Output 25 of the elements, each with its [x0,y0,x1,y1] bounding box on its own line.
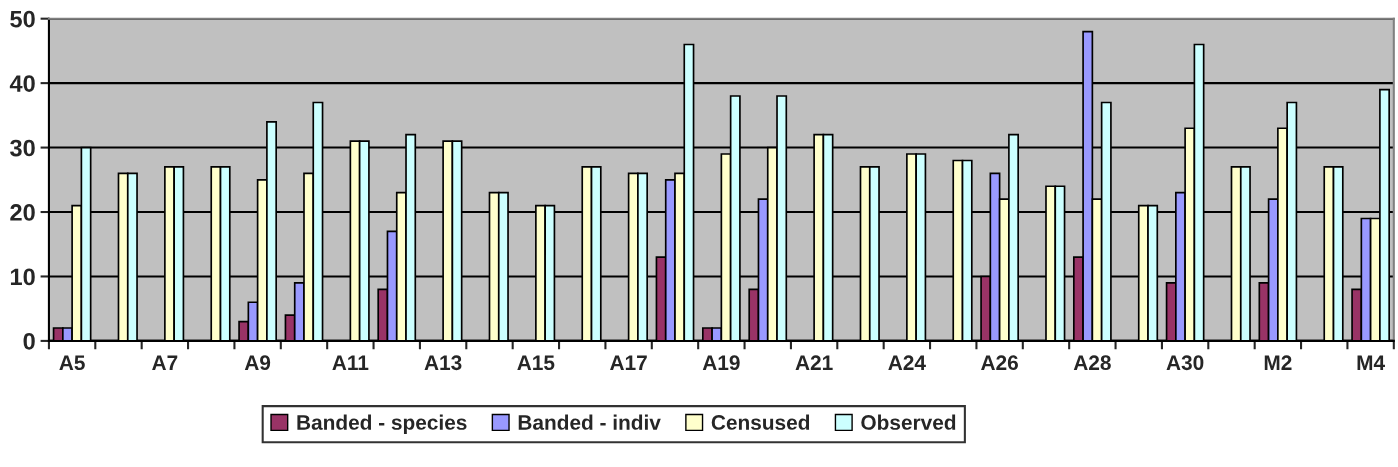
legend-label: Banded - indiv [518,414,661,430]
x-tick-label: A24 [888,355,926,370]
x-tick-label: A19 [702,355,740,371]
legend-label: Observed [861,414,956,430]
x-tick-label: A21 [795,355,833,370]
x-tick-label: A5 [59,355,85,371]
y-tick-label: 20 [10,204,35,221]
x-tick-label: A28 [1073,355,1111,371]
x-tick-label: A11 [332,355,369,370]
x-tick-label: A30 [1166,355,1204,371]
x-tick-label: A13 [424,355,462,371]
legend-label: Censused [711,414,810,430]
y-tick-label: 10 [10,268,35,286]
x-tick-label: A17 [610,355,647,370]
y-tick-label: 40 [9,75,35,92]
x-tick-label: M2 [1264,355,1292,370]
x-tick-label: A7 [152,355,178,370]
y-tick-label: 50 [10,10,35,28]
x-tick-label: M4 [1357,355,1385,370]
x-tick-label: A15 [517,355,555,371]
x-tick-label: A26 [981,355,1018,371]
y-tick-label: 30 [10,139,35,157]
legend-label: Banded - species [297,414,467,434]
x-tick-label: A9 [244,355,271,371]
y-tick-label: 0 [23,332,35,350]
